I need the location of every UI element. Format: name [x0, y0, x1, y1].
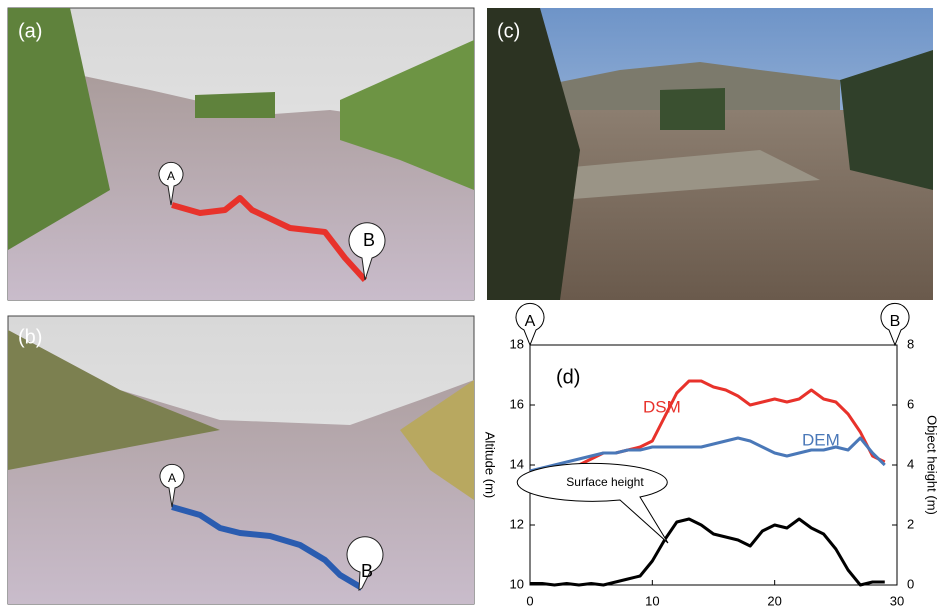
- trees: [195, 92, 275, 118]
- y2-axis-label: Object height (m): [925, 415, 940, 515]
- series-label: Surface height: [566, 475, 644, 489]
- figure: A B (a) A B (b) (c) A B (d) Altitude (m)…: [0, 0, 940, 609]
- pin-label: A: [168, 471, 176, 485]
- y2-tick-label: 0: [907, 576, 914, 591]
- x-tick-label: 0: [526, 593, 533, 608]
- y-tick-label: 10: [510, 576, 524, 591]
- x-tick-label: 20: [767, 593, 781, 608]
- panel-b: A B (b): [8, 316, 474, 604]
- y2-tick-label: 6: [907, 396, 914, 411]
- y2-tick-label: 2: [907, 516, 914, 531]
- pin-label: B: [361, 561, 373, 581]
- panel-label: (c): [497, 20, 520, 42]
- y-tick-label: 16: [510, 396, 524, 411]
- chart: A B (d) Altitude (m) Object height (m) 1…: [483, 303, 940, 608]
- pin-label: A: [167, 169, 175, 183]
- y-tick-label: 14: [510, 456, 524, 471]
- panel-label: (d): [556, 366, 580, 388]
- y-axis-label: Altitude (m): [483, 432, 498, 498]
- panel-label: (a): [18, 20, 42, 42]
- panel-c: (c): [487, 8, 933, 300]
- x-tick-label: 10: [645, 593, 659, 608]
- series-label: DEM: [802, 430, 840, 449]
- y2-tick-label: 8: [907, 336, 914, 351]
- pin-label: A: [525, 313, 536, 330]
- y-tick-label: 18: [510, 336, 524, 351]
- trees: [660, 88, 725, 130]
- y2-tick-label: 4: [907, 456, 914, 471]
- panel-a: A B (a): [8, 8, 474, 300]
- pin-label: B: [363, 230, 375, 250]
- series-label: DSM: [643, 397, 681, 416]
- x-tick-label: 30: [890, 593, 904, 608]
- page: A B (a) A B (b) (c) A B (d) Altitude (m)…: [0, 0, 940, 609]
- series-line: [530, 519, 885, 585]
- panel-label: (b): [18, 326, 42, 348]
- y-tick-label: 12: [510, 516, 524, 531]
- pin-label: B: [890, 313, 901, 330]
